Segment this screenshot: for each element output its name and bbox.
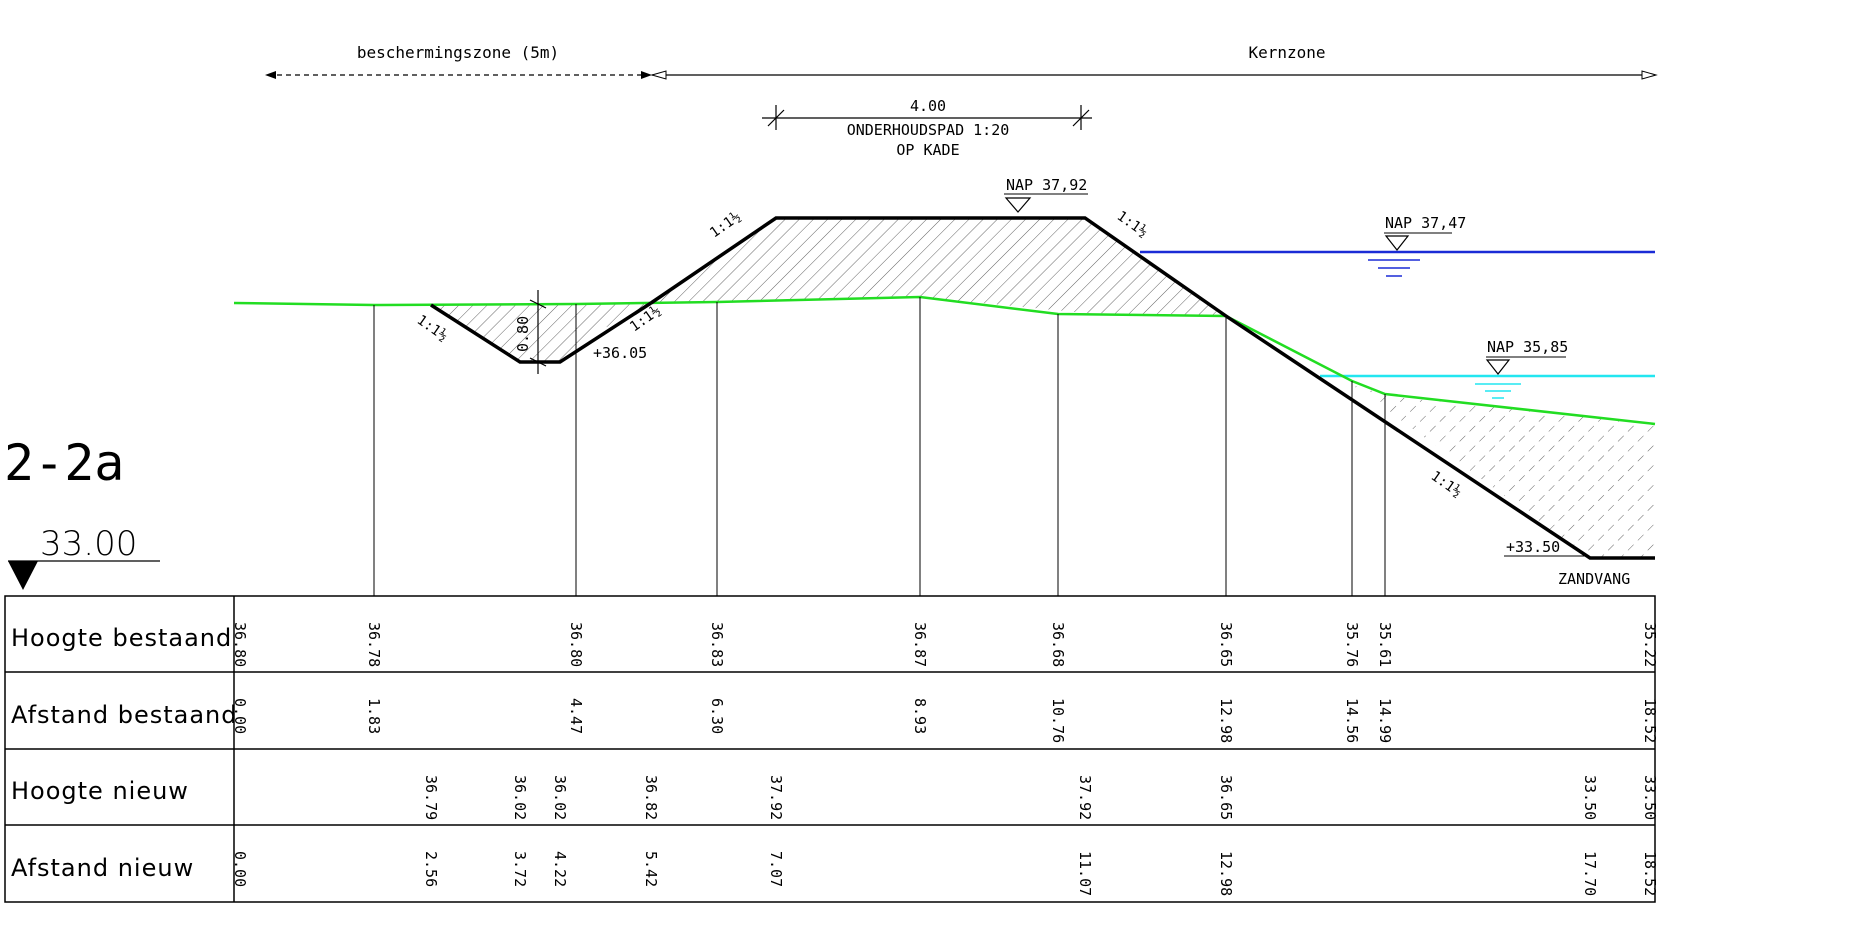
table-cell-value: 35.61 xyxy=(1376,622,1394,667)
table-cell-value: 4.47 xyxy=(567,698,585,734)
table-cell-value: 36.80 xyxy=(231,622,249,667)
table-cell-value: 12.98 xyxy=(1217,698,1235,743)
row-label-afstand-bestaand: Afstand bestaand xyxy=(11,701,237,729)
table-cell-value: 0.00 xyxy=(231,698,249,734)
reference-level-marker xyxy=(8,561,38,590)
table-cell-value: 36.02 xyxy=(551,775,569,820)
table-cell-value: 18.52 xyxy=(1641,851,1659,896)
station-lines xyxy=(373,297,1386,596)
table-cell-value: 2.56 xyxy=(422,851,440,887)
table-cell-value: 36.68 xyxy=(1049,622,1067,667)
table-cell-value: 0.00 xyxy=(231,851,249,887)
row-values-afstand-nieuw: 0.00 2.56 3.72 4.22 5.42 7.07 11.07 12.98 17.70 1… xyxy=(231,851,1659,896)
core-zone-label: Kernzone xyxy=(1248,43,1325,62)
table-cell-value: 36.79 xyxy=(422,775,440,820)
table-cell-value: 17.70 xyxy=(1581,851,1599,896)
slope-label: 1:1½ xyxy=(707,209,744,241)
protection-zone-label: beschermingszone (5m) xyxy=(357,43,559,62)
table-cell-value: 1.83 xyxy=(365,698,383,734)
table-cell-value: 37.92 xyxy=(767,775,785,820)
table-cell-value: 33.50 xyxy=(1641,775,1659,820)
path-width: 4.00 xyxy=(910,97,946,115)
ditch-bottom-level: +36.05 xyxy=(593,344,647,362)
low-water-level xyxy=(1320,374,1655,399)
table-cell-value: 36.78 xyxy=(365,622,383,667)
table-cell-value: 4.22 xyxy=(551,851,569,887)
table-cell-value: 6.30 xyxy=(708,698,726,734)
new-profile-embankment xyxy=(650,216,1655,560)
table-cell-value: 18.52 xyxy=(1641,698,1659,743)
table-cell-value: 10.76 xyxy=(1049,698,1067,743)
table-cell-value: 7.07 xyxy=(767,851,785,887)
row-label-hoogte-nieuw: Hoogte nieuw xyxy=(11,777,189,805)
sand-trap-fill xyxy=(1347,381,1655,558)
path-dimension: 4.00 ONDERHOUDSPAD 1:20 OP KADE xyxy=(762,97,1092,159)
ditch-fill xyxy=(431,303,651,362)
high-water-marker: NAP 37,47 xyxy=(1384,214,1466,251)
table-cell-value: 11.07 xyxy=(1076,851,1094,896)
existing-ground-line xyxy=(233,295,1656,426)
table-cell-value: 36.83 xyxy=(708,622,726,667)
sand-trap-bottom-level: +33.50 xyxy=(1506,538,1560,556)
ditch-depth-dimension: 0.80 xyxy=(514,290,547,374)
table-cell-value: 14.99 xyxy=(1376,698,1394,743)
row-label-afstand-nieuw: Afstand nieuw xyxy=(11,854,194,882)
table-cell-value: 36.02 xyxy=(511,775,529,820)
embankment-fill xyxy=(651,218,1226,316)
table-cell-value: 35.22 xyxy=(1641,622,1659,667)
slope-label: 1:1½ xyxy=(1428,468,1465,500)
sand-trap-label: ZANDVANG xyxy=(1558,570,1630,588)
row-values-afstand-bestaand: 0.00 1.83 4.47 6.30 8.93 10.76 12.98 14.56 14.99… xyxy=(231,698,1659,743)
table-cell-value: 37.92 xyxy=(1076,775,1094,820)
new-profile-ditch xyxy=(430,301,652,364)
crest-level: NAP 37,92 xyxy=(1006,176,1087,194)
crest-level-marker: NAP 37,92 xyxy=(1004,176,1088,213)
row-values-hoogte-nieuw: 36.79 36.02 36.02 36.82 37.92 37.92 36.65 33.50… xyxy=(422,775,1659,820)
table-cell-value: 3.72 xyxy=(511,851,529,887)
low-water-level-text: NAP 35,85 xyxy=(1487,338,1568,356)
table-cell-value: 5.42 xyxy=(642,851,660,887)
table-cell-value: 36.80 xyxy=(567,622,585,667)
reference-level: 33.00 xyxy=(40,524,137,564)
data-table-grid xyxy=(4,595,1656,903)
high-water-level xyxy=(1140,250,1655,277)
slope-label: 1:1½ xyxy=(1114,208,1151,240)
table-cell-value: 36.87 xyxy=(911,622,929,667)
section-title: 2-2a xyxy=(4,434,124,492)
low-water-marker: NAP 35,85 xyxy=(1485,338,1568,375)
table-cell-value: 36.65 xyxy=(1217,775,1235,820)
ditch-depth-value: 0.80 xyxy=(514,316,532,352)
row-label-hoogte-bestaand: Hoogte bestaand xyxy=(11,624,232,652)
table-cell-value: 12.98 xyxy=(1217,851,1235,896)
table-cell-value: 8.93 xyxy=(911,698,929,734)
high-water-level-text: NAP 37,47 xyxy=(1385,214,1466,232)
table-cell-value: 36.82 xyxy=(642,775,660,820)
table-cell-value: 36.65 xyxy=(1217,622,1235,667)
path-label-2: OP KADE xyxy=(896,141,959,159)
table-cell-value: 35.76 xyxy=(1343,622,1361,667)
row-values-hoogte-bestaand: 36.80 36.78 36.80 36.83 36.87 36.68 36.65 35.76… xyxy=(231,622,1659,667)
zone-dimension: beschermingszone (5m) Kernzone xyxy=(265,43,1658,80)
path-label-1: ONDERHOUDSPAD 1:20 xyxy=(847,121,1010,139)
slope-label: 1:1½ xyxy=(414,312,451,344)
table-cell-value: 33.50 xyxy=(1581,775,1599,820)
table-cell-value: 14.56 xyxy=(1343,698,1361,743)
